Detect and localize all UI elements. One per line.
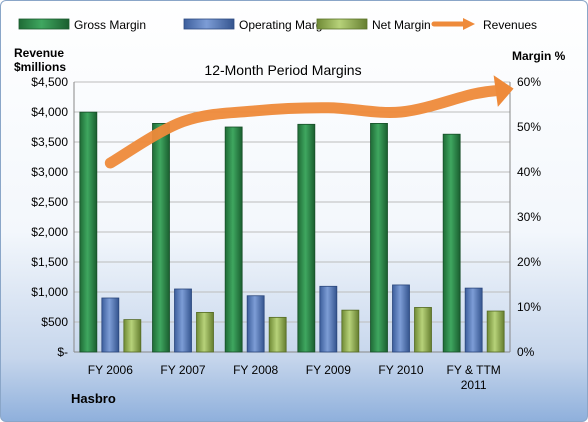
bar-net-margin — [123, 319, 142, 353]
legend-label-gross-margin: Gross Margin — [74, 18, 146, 32]
bar-operating-margin — [246, 295, 265, 353]
legend-swatch-operating-margin — [183, 18, 235, 30]
right-axis-label: Margin % — [512, 49, 566, 63]
plot-area: $- $500 $1,000 $1,500 $2,000 $2,500 $3,000 $3,5… — [31, 75, 541, 392]
x-tick-label: FY 2007 — [160, 363, 205, 377]
left-axis-label-line1: Revenue — [14, 46, 64, 60]
x-tick-label: FY 2008 — [233, 363, 278, 377]
right-tick-label: 0% — [517, 345, 535, 359]
x-tick-label: 2011 — [461, 378, 487, 392]
bar-net-margin — [268, 316, 287, 353]
bar-operating-margin — [464, 287, 483, 353]
chart-title: 12-Month Period Margins — [204, 62, 361, 78]
left-tick-label: $500 — [41, 315, 68, 329]
left-tick-label: $3,500 — [31, 135, 68, 149]
x-tick-label: FY 2009 — [306, 363, 351, 377]
legend-swatch-gross-margin — [18, 18, 70, 30]
left-tick-label: $1,500 — [31, 255, 68, 269]
legend-label-net-margin: Net Margin — [372, 18, 431, 32]
bar-operating-margin — [174, 288, 192, 353]
bar-net-margin — [414, 307, 432, 353]
left-tick-label: $4,000 — [31, 105, 68, 119]
left-tick-label: $1,000 — [31, 285, 68, 299]
bar-gross-margin — [224, 126, 243, 353]
legend-arrowhead-revenues — [463, 18, 475, 30]
bar-gross-margin — [370, 123, 388, 353]
bar-net-margin — [196, 311, 214, 353]
right-tick-label: 20% — [517, 255, 541, 269]
left-tick-label: $2,500 — [31, 195, 68, 209]
legend: Gross Margin Operating Margin Net Margin… — [18, 18, 537, 32]
right-tick-label: 30% — [517, 210, 541, 224]
legend-label-operating-margin: Operating Margin — [239, 18, 332, 32]
x-tick-label: FY & TTM — [447, 363, 501, 377]
bar-gross-margin — [297, 123, 316, 353]
bar-operating-margin — [101, 297, 120, 353]
bar-gross-margin — [442, 133, 461, 353]
left-tick-label: $2,000 — [31, 225, 68, 239]
right-tick-label: 50% — [517, 120, 541, 134]
bar-operating-margin — [392, 284, 410, 353]
bar-gross-margin — [79, 111, 98, 353]
x-tick-label: FY 2006 — [88, 363, 133, 377]
left-tick-label: $- — [57, 345, 68, 359]
bar-operating-margin — [319, 285, 338, 353]
right-tick-label: 60% — [517, 75, 541, 89]
company-label: Hasbro — [71, 391, 116, 406]
bar-net-margin — [486, 310, 505, 353]
left-tick-label: $4,500 — [31, 75, 68, 89]
bar-net-margin — [341, 309, 360, 353]
legend-swatch-net-margin — [316, 18, 368, 30]
left-axis-label-line2: $millions — [14, 60, 66, 74]
arrowhead-revenues — [493, 75, 514, 107]
legend-label-revenues: Revenues — [483, 18, 537, 32]
right-tick-label: 40% — [517, 165, 541, 179]
right-tick-label: 10% — [517, 300, 541, 314]
bar-gross-margin — [152, 123, 170, 353]
line-revenues — [104, 84, 510, 169]
x-tick-label: FY 2010 — [378, 363, 423, 377]
left-tick-label: $3,000 — [31, 165, 68, 179]
